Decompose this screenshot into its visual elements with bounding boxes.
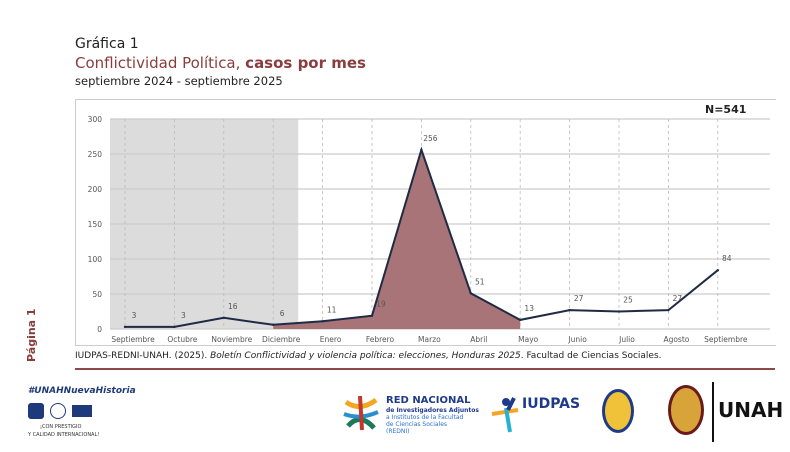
- source-citation: IUDPAS-REDNI-UNAH. (2025). Boletín Confl…: [75, 351, 662, 361]
- chart-title: Conflictividad Política, casos por mes: [75, 54, 366, 72]
- data-label: 3: [181, 311, 186, 320]
- redni-logo-icon: [343, 395, 379, 431]
- chart-label: Gráfica 1: [75, 36, 139, 52]
- source-prefix: IUDPAS-REDNI-UNAH. (2025).: [75, 351, 211, 361]
- data-point: [469, 292, 472, 295]
- unah-badges: [28, 403, 102, 419]
- y-tick-label: 150: [88, 220, 103, 229]
- x-tick-label: Septiembre: [111, 335, 155, 344]
- data-label: 25: [623, 296, 633, 305]
- redni-line3: de Ciencias Sociales: [386, 421, 448, 428]
- data-point: [617, 310, 621, 313]
- data-point: [568, 308, 571, 312]
- shield-logo: [28, 403, 44, 419]
- y-tick-label: 0: [97, 325, 102, 334]
- logo-divider: [712, 382, 714, 442]
- data-label: 6: [280, 309, 285, 318]
- motto-1: ¡CON PRESTIGIO: [40, 424, 82, 430]
- data-point: [519, 318, 522, 322]
- x-tick-label: Febrero: [366, 335, 395, 344]
- x-tick-label: Agosto: [663, 335, 689, 344]
- total-label: N=541: [705, 103, 747, 116]
- x-tick-label: Julio: [618, 335, 635, 344]
- iudpas-name: IUDPAS: [522, 396, 581, 412]
- y-tick-label: 200: [88, 185, 103, 194]
- data-point: [222, 316, 225, 319]
- x-tick-label: Septiembre: [704, 335, 748, 344]
- data-label: 19: [376, 300, 386, 309]
- unah-seal-logo: [668, 385, 704, 435]
- data-point: [272, 323, 275, 326]
- title-bold: casos por mes: [245, 54, 366, 72]
- x-tick-label: Octubre: [167, 335, 197, 344]
- data-label: 27: [673, 294, 683, 303]
- data-point: [123, 325, 127, 329]
- chart-frame: [75, 99, 776, 346]
- divider: [75, 368, 775, 370]
- x-tick-label: Enero: [320, 335, 342, 344]
- data-label: 84: [722, 254, 732, 263]
- data-label: 27: [574, 294, 584, 303]
- redni-line2: a Institutos de la Facultad: [386, 414, 464, 421]
- data-point: [716, 269, 719, 272]
- data-point: [667, 308, 670, 312]
- x-tick-label: Diciembre: [262, 335, 301, 344]
- x-tick-label: Noviembre: [211, 335, 252, 344]
- seal-logo: [50, 403, 66, 419]
- source-suffix: . Facultad de Ciencias Sociales.: [520, 351, 662, 361]
- chart-subtitle: septiembre 2024 - septiembre 2025: [75, 74, 283, 88]
- data-label: 256: [423, 134, 438, 143]
- data-label: 13: [524, 304, 534, 313]
- data-label: 11: [327, 305, 337, 314]
- x-tick-label: Marzo: [418, 335, 441, 344]
- data-point: [173, 325, 176, 329]
- x-tick-label: Abril: [470, 335, 487, 344]
- source-title: Boletín Conflictividad y violencia polít…: [210, 351, 521, 361]
- area-fill: [273, 149, 521, 329]
- data-point: [420, 148, 423, 151]
- y-tick-label: 250: [88, 150, 103, 159]
- data-label: 3: [132, 311, 137, 320]
- x-tick-label: Junio: [567, 335, 587, 344]
- data-point: [370, 314, 374, 317]
- data-label: 16: [228, 302, 238, 311]
- x-tick-label: Mayo: [518, 335, 539, 344]
- y-tick-label: 100: [88, 255, 103, 264]
- unah-name: UNAH: [718, 398, 784, 422]
- iudpas-logo-icon: [491, 397, 519, 433]
- redni-title: RED NACIONAL: [386, 395, 471, 406]
- motto-2: Y CALIDAD INTERNACIONAL!: [28, 432, 100, 438]
- redni-line4: (REDNI): [386, 428, 410, 435]
- hashtag: #UNAHNuevaHistoria: [28, 386, 136, 396]
- faculty-seal-logo: [602, 389, 634, 433]
- data-point: [321, 320, 324, 323]
- y-tick-label: 300: [88, 115, 103, 124]
- y-tick-label: 50: [92, 290, 102, 299]
- data-label: 51: [475, 277, 485, 286]
- ranking-logo: [72, 405, 92, 417]
- title-regular: Conflictividad Política,: [75, 54, 246, 72]
- page-label: Página 1: [25, 308, 38, 362]
- redni-sub: de Investigadores Adjuntos: [386, 407, 479, 414]
